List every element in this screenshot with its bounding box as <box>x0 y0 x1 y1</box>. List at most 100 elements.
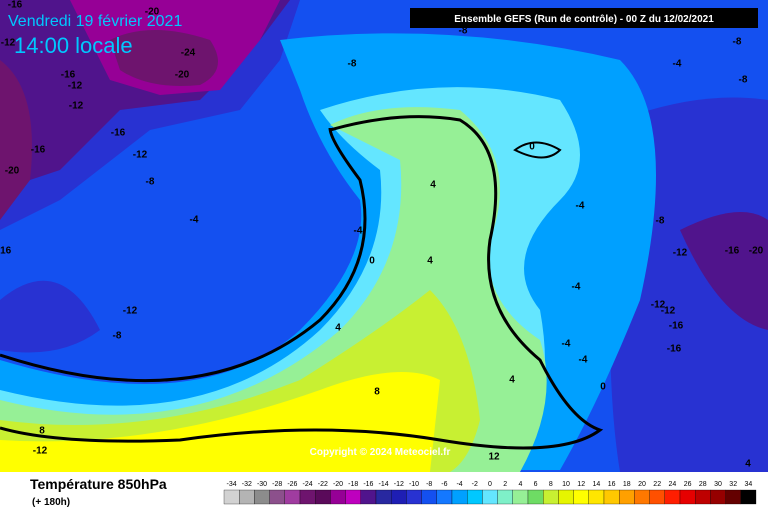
scale-swatch <box>436 489 453 505</box>
contour-label: -8 <box>739 75 748 86</box>
scale-swatch <box>330 489 346 505</box>
contour-label: -16 <box>111 128 126 139</box>
contour-label: 0 <box>529 142 535 153</box>
scale-label: 24 <box>669 481 677 488</box>
contour-label: -4 <box>673 59 682 70</box>
scale-label: -24 <box>303 481 313 488</box>
contour-label: -12 <box>123 306 138 317</box>
contour-label: -8 <box>656 216 665 227</box>
scale-label: 20 <box>638 481 646 488</box>
contour-label: 4 <box>430 180 436 191</box>
scale-label: -16 <box>363 481 373 488</box>
contour-label: -12 <box>68 81 83 92</box>
scale-swatch <box>391 489 407 505</box>
scale-label: 34 <box>745 481 753 488</box>
contour-label: -20 <box>175 70 190 81</box>
scale-label: -20 <box>333 481 343 488</box>
contour-label: -12 <box>651 300 666 311</box>
contour-label: 4 <box>509 375 515 386</box>
scale-swatch <box>725 489 741 505</box>
scale-swatch <box>269 489 285 505</box>
scale-swatch <box>588 489 605 505</box>
contour-label: -4 <box>190 215 199 226</box>
scale-swatch <box>482 489 498 505</box>
scale-label: -4 <box>456 481 462 488</box>
scale-label: -22 <box>318 481 328 488</box>
scale-swatch <box>512 489 529 505</box>
contour-label: -12 <box>133 150 148 161</box>
scale-swatch <box>406 489 422 505</box>
scale-label: -18 <box>348 481 358 488</box>
contour-label: -8 <box>113 331 122 342</box>
contour-label: -20 <box>749 246 764 257</box>
contour-label: -12 <box>33 446 48 457</box>
scale-swatch <box>375 489 392 505</box>
scale-swatch <box>634 489 650 505</box>
contour-label: -4 <box>572 282 581 293</box>
scale-label: -8 <box>426 481 432 488</box>
scale-swatch <box>664 489 681 505</box>
scale-label: 30 <box>714 481 722 488</box>
scale-swatch <box>315 489 331 505</box>
scale-swatch <box>603 489 620 505</box>
scale-swatch <box>284 489 301 505</box>
contour-label: -12 <box>673 248 688 259</box>
contour-label: -4 <box>562 339 571 350</box>
contour-label: -20 <box>5 166 20 177</box>
contour-label: -8 <box>459 26 468 37</box>
contour-label: -4 <box>579 355 588 366</box>
scale-label: 2 <box>503 481 507 488</box>
contour-label: -12 <box>1 38 16 49</box>
scale-label: 22 <box>653 481 661 488</box>
scale-swatch <box>360 489 377 505</box>
scale-label: -2 <box>472 481 478 488</box>
map <box>0 0 768 472</box>
scale-label: 12 <box>577 481 585 488</box>
scale-label: -6 <box>441 481 447 488</box>
scale-swatch <box>239 489 255 505</box>
contour-label: -16 <box>669 321 684 332</box>
scale-swatch <box>573 489 589 505</box>
contour-label: -24 <box>181 48 196 59</box>
scale-swatch <box>695 489 711 505</box>
contour-label: -12 <box>661 306 676 317</box>
map-date: Vendredi 19 février 2021 <box>8 13 182 30</box>
scale-label: -34 <box>227 481 237 488</box>
contour-label: 0 <box>600 382 606 393</box>
contour-label: -16 <box>31 145 46 156</box>
scale-swatch <box>710 489 726 505</box>
scale-swatch <box>345 489 361 505</box>
contour-label: 12 <box>488 452 500 463</box>
map-time: 14:00 locale <box>14 33 133 58</box>
legend-subtitle: (+ 180h) <box>32 497 70 508</box>
scale-label: 10 <box>562 481 570 488</box>
copyright: Copyright © 2024 Meteociel.fr <box>310 447 451 458</box>
scale-swatch <box>421 489 437 505</box>
scale-label: -32 <box>242 481 252 488</box>
scale-swatch <box>223 489 240 505</box>
scale-label: 14 <box>593 481 601 488</box>
scale-label: 6 <box>534 481 538 488</box>
scale-swatch <box>497 489 513 505</box>
contour-labels: -16-20-12-24-16 -20-12-12-16-12-16-8-20-8… <box>0 0 764 470</box>
scale-label: -12 <box>394 481 404 488</box>
scale-label: 4 <box>518 481 522 488</box>
run-info: Ensemble GEFS (Run de contrôle) - 00 Z d… <box>454 14 714 25</box>
scale-label: -26 <box>287 481 297 488</box>
legend-title: Température 850hPa <box>30 476 167 492</box>
scale-swatch <box>740 489 757 505</box>
contour-label: 0 <box>369 256 375 267</box>
contour-label: 8 <box>374 387 380 398</box>
contour-label: -20 <box>145 7 160 18</box>
scale-label: -28 <box>272 481 282 488</box>
contour-label: -12 <box>69 101 84 112</box>
contour-label: -16 <box>0 246 12 257</box>
color-scale: -34 -32 -30 -28 -26 -24 -22 -20 -18 -16 -14 -12 -10-… <box>223 481 757 505</box>
scale-label: 0 <box>488 481 492 488</box>
contour-label: -16 <box>667 344 682 355</box>
contour-label: -4 <box>576 201 585 212</box>
contour-label: -16 <box>61 70 76 81</box>
scale-label: 32 <box>729 481 737 488</box>
scale-swatch <box>649 489 665 505</box>
